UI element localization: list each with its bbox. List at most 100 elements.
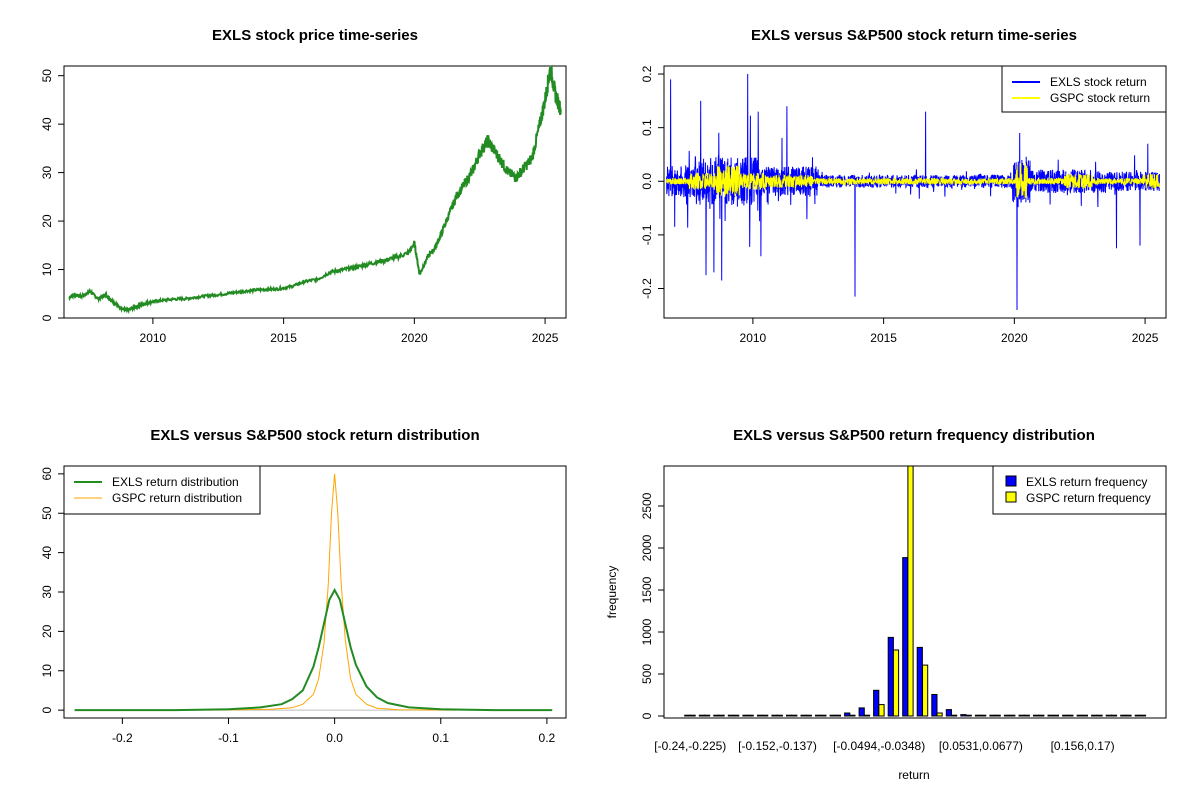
histogram-x-tick-label: [-0.152,-0.137) [738,739,817,753]
gspc-frequency-bar [791,714,798,717]
gspc-frequency-bar [980,714,987,717]
price-x-tick-label: 2010 [140,331,167,345]
density-y-tick-label: 40 [40,546,54,560]
gspc-density-line [207,473,457,711]
price-plot-frame [63,65,567,319]
exls-density-line [74,587,553,712]
returns-x-tick-label: 2020 [1001,331,1028,345]
density-axis-ticks: -0.2 -0.1 0.0 0.1 0.2 0 10 20 30 40 50 60 [40,467,556,745]
histogram-y-tick-label: 2000 [640,534,654,561]
returns-chart: EXLS versus S&P500 stock return time-ser… [640,27,1167,345]
exls-frequency-bar [713,714,720,717]
density-y-tick-label: 10 [40,664,54,678]
histogram-legend-swatch-exls [1005,475,1017,487]
price-y-tick-label: 0 [40,314,54,321]
price-y-tick-label: 10 [40,263,54,277]
exls-frequency-bar [756,714,764,717]
gspc-frequency-bar [1038,714,1045,717]
gspc-frequency-bar [1139,714,1147,717]
gspc-frequency-bar [922,664,929,717]
exls-frequency-bar [887,636,894,717]
histogram-y-tick-label: 500 [640,664,654,684]
histogram-legend-label-gspc: GSPC return frequency [1026,491,1151,505]
histogram-x-tick-label: [0.0531,0.0677) [939,739,1023,753]
histogram-y-tick-label: 0 [640,712,654,719]
gspc-frequency-bar [951,714,958,717]
gspc-frequency-bar [689,714,696,717]
returns-x-tick-label: 2015 [870,331,897,345]
price-x-tick-label: 2025 [532,331,559,345]
gspc-frequency-bar [733,714,740,717]
exls-frequency-bar [902,557,909,717]
returns-y-tick-label: -0.1 [640,224,654,245]
exls-frequency-bar [989,714,996,717]
gspc-frequency-bar [1096,714,1103,717]
gspc-frequency-bar [1067,714,1074,717]
gspc-frequency-bar [805,714,812,717]
histogram-x-tick-label: [-0.0494,-0.0348) [833,739,925,753]
returns-y-tick-label: 0.1 [640,119,654,136]
histogram-y-axis-label: frequency [605,566,619,619]
price-y-tick-label: 20 [40,214,54,228]
price-x-tick-label: 2020 [401,331,428,345]
returns-axis-ticks: 2010 2015 2020 2025 -0.2 -0.1 0.0 0.1 0.2 [640,65,1159,345]
returns-plot-frame [663,65,1167,319]
exls-frequency-bar [1033,714,1040,717]
price-axis-ticks: 2010 2015 2020 2025 0 10 20 30 40 50 [40,69,559,345]
gspc-frequency-bar [863,714,871,717]
histogram-x-tick-label: [0.156,0.17) [1051,739,1115,753]
histogram-legend-label-exls: EXLS return frequency [1026,475,1147,489]
gspc-return-series [666,162,1160,199]
gspc-frequency-bar [704,714,711,717]
gspc-frequency-bar [1052,714,1060,717]
density-x-tick-label: 0.2 [539,731,556,745]
exls-frequency-bar [960,714,967,717]
exls-frequency-bar [844,712,851,717]
returns-legend-label-gspc: GSPC stock return [1050,91,1150,105]
histogram-x-tick-label: [-0.24,-0.225) [654,739,726,753]
returns-legend-label-exls: EXLS stock return [1050,75,1147,89]
exls-frequency-bar [1003,714,1011,717]
gspc-frequency-bar [849,714,856,717]
exls-frequency-bar [786,714,793,717]
exls-frequency-bar [931,694,938,717]
histogram-chart: EXLS versus S&P500 return frequency dist… [605,427,1167,782]
exls-frequency-bar [1047,714,1054,717]
exls-frequency-bar [1134,714,1141,717]
density-y-tick-label: 50 [40,506,54,520]
histogram-y-tick-label: 2500 [640,492,654,519]
exls-frequency-bar [698,714,705,717]
gspc-frequency-bar [776,714,783,717]
price-x-tick-label: 2015 [270,331,297,345]
exls-frequency-bar [1105,714,1112,717]
gspc-frequency-bar [1081,714,1089,717]
returns-y-tick-label: 0.0 [640,173,654,190]
returns-y-tick-label: -0.2 [640,278,654,299]
density-legend-box [63,465,261,515]
density-x-tick-label: -0.2 [112,731,133,745]
returns-legend-box [1001,65,1167,113]
histogram-bars [684,465,1147,717]
gspc-frequency-bar [994,714,1001,717]
gspc-frequency-bar [718,714,725,717]
exls-frequency-bar [684,714,691,717]
density-y-tick-label: 0 [40,706,54,713]
histogram-legend-box [992,465,1167,515]
returns-y-tick-label: 0.2 [640,65,654,82]
exls-frequency-bar [829,714,836,717]
density-y-tick-label: 60 [40,467,54,481]
exls-frequency-bar [873,689,880,717]
histogram-y-tick-label: 1500 [640,576,654,603]
gspc-frequency-bar [878,704,885,717]
price-chart: EXLS stock price time-series 2010 2015 202… [40,27,567,345]
exls-frequency-bar [1091,714,1098,717]
gspc-frequency-bar [1125,714,1132,717]
gspc-frequency-bar [1110,714,1118,717]
returns-chart-title: EXLS versus S&P500 stock return time-ser… [751,27,1077,44]
histogram-x-axis-label: return [898,768,929,782]
returns-legend: EXLS stock return GSPC stock return [1001,65,1167,113]
gspc-frequency-bar [936,712,943,717]
gspc-frequency-bar [834,714,841,717]
